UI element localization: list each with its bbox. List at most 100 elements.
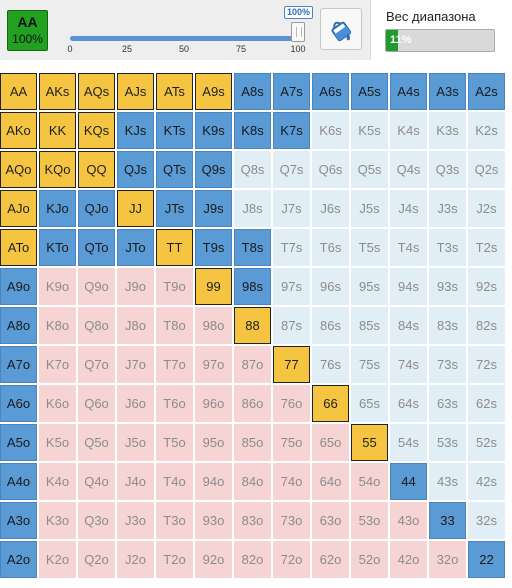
hand-cell-AJo[interactable]: AJo [0, 190, 37, 227]
hand-cell-A9s[interactable]: A9s [195, 73, 232, 110]
hand-cell-A5o[interactable]: A5o [0, 424, 37, 461]
hand-cell-52s[interactable]: 52s [468, 424, 505, 461]
hand-cell-T3o[interactable]: T3o [156, 502, 193, 539]
hand-cell-A3s[interactable]: A3s [429, 73, 466, 110]
hand-cell-JTo[interactable]: JTo [117, 229, 154, 266]
hand-cell-76o[interactable]: 76o [273, 385, 310, 422]
hand-cell-K5o[interactable]: K5o [39, 424, 76, 461]
hand-cell-92o[interactable]: 92o [195, 541, 232, 578]
hand-cell-J7o[interactable]: J7o [117, 346, 154, 383]
hand-cell-Q6s[interactable]: Q6s [312, 151, 349, 188]
hand-cell-72o[interactable]: 72o [273, 541, 310, 578]
hand-cell-96s[interactable]: 96s [312, 268, 349, 305]
hand-cell-83o[interactable]: 83o [234, 502, 271, 539]
hand-cell-Q9o[interactable]: Q9o [78, 268, 115, 305]
hand-cell-A4s[interactable]: A4s [390, 73, 427, 110]
hand-cell-53s[interactable]: 53s [429, 424, 466, 461]
hand-cell-54o[interactable]: 54o [351, 463, 388, 500]
slider-handle[interactable] [291, 22, 305, 42]
hand-cell-J3o[interactable]: J3o [117, 502, 154, 539]
hand-cell-J5o[interactable]: J5o [117, 424, 154, 461]
hand-cell-J8s[interactable]: J8s [234, 190, 271, 227]
hand-cell-QTs[interactable]: QTs [156, 151, 193, 188]
hand-cell-93o[interactable]: 93o [195, 502, 232, 539]
hand-cell-A8o[interactable]: A8o [0, 307, 37, 344]
hand-cell-T9s[interactable]: T9s [195, 229, 232, 266]
hand-cell-76s[interactable]: 76s [312, 346, 349, 383]
hand-cell-93s[interactable]: 93s [429, 268, 466, 305]
hand-cell-A7s[interactable]: A7s [273, 73, 310, 110]
hand-cell-52o[interactable]: 52o [351, 541, 388, 578]
hand-cell-J4s[interactable]: J4s [390, 190, 427, 227]
hand-cell-65s[interactable]: 65s [351, 385, 388, 422]
hand-cell-ATs[interactable]: ATs [156, 73, 193, 110]
hand-cell-AA[interactable]: AA [0, 73, 37, 110]
hand-cell-T5o[interactable]: T5o [156, 424, 193, 461]
hand-cell-42s[interactable]: 42s [468, 463, 505, 500]
hand-cell-33[interactable]: 33 [429, 502, 466, 539]
hand-cell-64s[interactable]: 64s [390, 385, 427, 422]
hand-cell-J2s[interactable]: J2s [468, 190, 505, 227]
hand-cell-K5s[interactable]: K5s [351, 112, 388, 149]
hand-cell-86s[interactable]: 86s [312, 307, 349, 344]
hand-cell-K9o[interactable]: K9o [39, 268, 76, 305]
hand-cell-A2s[interactable]: A2s [468, 73, 505, 110]
hand-cell-Q8o[interactable]: Q8o [78, 307, 115, 344]
hand-cell-Q7s[interactable]: Q7s [273, 151, 310, 188]
hand-cell-Q5s[interactable]: Q5s [351, 151, 388, 188]
paint-bucket-button[interactable] [320, 8, 362, 50]
hand-cell-T2s[interactable]: T2s [468, 229, 505, 266]
hand-cell-Q2s[interactable]: Q2s [468, 151, 505, 188]
hand-cell-K3s[interactable]: K3s [429, 112, 466, 149]
hand-cell-K2o[interactable]: K2o [39, 541, 76, 578]
hand-cell-Q6o[interactable]: Q6o [78, 385, 115, 422]
hand-cell-T8o[interactable]: T8o [156, 307, 193, 344]
hand-cell-87o[interactable]: 87o [234, 346, 271, 383]
hand-cell-Q8s[interactable]: Q8s [234, 151, 271, 188]
hand-cell-KTo[interactable]: KTo [39, 229, 76, 266]
hand-cell-99[interactable]: 99 [195, 268, 232, 305]
hand-cell-K9s[interactable]: K9s [195, 112, 232, 149]
hand-cell-85s[interactable]: 85s [351, 307, 388, 344]
hand-cell-Q7o[interactable]: Q7o [78, 346, 115, 383]
hand-cell-63o[interactable]: 63o [312, 502, 349, 539]
hand-cell-K7o[interactable]: K7o [39, 346, 76, 383]
hand-cell-T4s[interactable]: T4s [390, 229, 427, 266]
hand-cell-73s[interactable]: 73s [429, 346, 466, 383]
hand-cell-J3s[interactable]: J3s [429, 190, 466, 227]
hand-cell-K7s[interactable]: K7s [273, 112, 310, 149]
hand-cell-K8s[interactable]: K8s [234, 112, 271, 149]
hand-cell-A4o[interactable]: A4o [0, 463, 37, 500]
hand-cell-98o[interactable]: 98o [195, 307, 232, 344]
hand-cell-J5s[interactable]: J5s [351, 190, 388, 227]
hand-cell-T6s[interactable]: T6s [312, 229, 349, 266]
hand-cell-64o[interactable]: 64o [312, 463, 349, 500]
hand-cell-T8s[interactable]: T8s [234, 229, 271, 266]
hand-cell-44[interactable]: 44 [390, 463, 427, 500]
hand-cell-T5s[interactable]: T5s [351, 229, 388, 266]
hand-cell-J7s[interactable]: J7s [273, 190, 310, 227]
hand-cell-75o[interactable]: 75o [273, 424, 310, 461]
hand-cell-72s[interactable]: 72s [468, 346, 505, 383]
hand-cell-T9o[interactable]: T9o [156, 268, 193, 305]
hand-cell-94s[interactable]: 94s [390, 268, 427, 305]
hand-cell-T2o[interactable]: T2o [156, 541, 193, 578]
hand-cell-A6o[interactable]: A6o [0, 385, 37, 422]
hand-cell-ATo[interactable]: ATo [0, 229, 37, 266]
hand-cell-84o[interactable]: 84o [234, 463, 271, 500]
hand-cell-T7s[interactable]: T7s [273, 229, 310, 266]
hand-cell-98s[interactable]: 98s [234, 268, 271, 305]
hand-cell-K4s[interactable]: K4s [390, 112, 427, 149]
hand-cell-83s[interactable]: 83s [429, 307, 466, 344]
hand-cell-96o[interactable]: 96o [195, 385, 232, 422]
hand-cell-T7o[interactable]: T7o [156, 346, 193, 383]
hand-cell-AKs[interactable]: AKs [39, 73, 76, 110]
hand-cell-95s[interactable]: 95s [351, 268, 388, 305]
hand-cell-63s[interactable]: 63s [429, 385, 466, 422]
hand-cell-KQo[interactable]: KQo [39, 151, 76, 188]
hand-cell-88[interactable]: 88 [234, 307, 271, 344]
hand-cell-73o[interactable]: 73o [273, 502, 310, 539]
hand-cell-53o[interactable]: 53o [351, 502, 388, 539]
hand-cell-85o[interactable]: 85o [234, 424, 271, 461]
hand-cell-22[interactable]: 22 [468, 541, 505, 578]
